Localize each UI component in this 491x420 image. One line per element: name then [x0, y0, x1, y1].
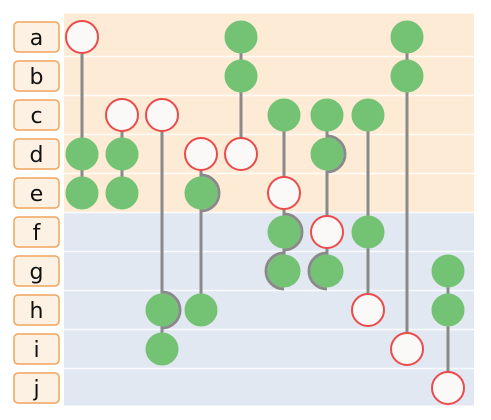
row-label-h: h — [14, 295, 59, 325]
filled-node-g — [311, 255, 343, 287]
open-node-h — [352, 294, 384, 326]
row-label-text: e — [30, 182, 44, 207]
row-label-f: f — [14, 217, 59, 247]
filled-node-f — [352, 216, 384, 248]
filled-node-a — [225, 21, 257, 53]
filled-node-h — [185, 294, 217, 326]
row-label-b: b — [14, 61, 59, 91]
filled-node-a — [391, 21, 423, 53]
bottom-group-band — [64, 213, 474, 406]
filled-node-e — [185, 177, 217, 209]
row-label-text: d — [30, 143, 44, 168]
filled-node-d — [66, 138, 98, 170]
filled-node-c — [311, 99, 343, 131]
row-label-text: c — [30, 104, 42, 129]
row-label-d: d — [14, 139, 59, 169]
row-label-i: i — [14, 334, 59, 364]
row-label-text: h — [30, 299, 44, 324]
row-label-text: b — [30, 65, 44, 90]
filled-node-d — [311, 138, 343, 170]
open-node-d — [225, 138, 257, 170]
row-label-g: g — [14, 256, 59, 286]
filled-node-d — [106, 138, 138, 170]
open-node-a — [66, 21, 98, 53]
row-label-e: e — [14, 178, 59, 208]
open-node-e — [268, 177, 300, 209]
filled-node-h — [432, 294, 464, 326]
row-label-a: a — [14, 22, 59, 52]
open-node-i — [391, 333, 423, 365]
filled-node-g — [432, 255, 464, 287]
filled-node-b — [391, 60, 423, 92]
row-label-text: a — [30, 26, 43, 51]
open-node-d — [185, 138, 217, 170]
filled-node-c — [352, 99, 384, 131]
filled-node-h — [146, 294, 178, 326]
row-label-text: i — [33, 338, 39, 363]
open-node-c — [106, 99, 138, 131]
filled-node-e — [66, 177, 98, 209]
filled-node-e — [106, 177, 138, 209]
row-label-j: j — [14, 373, 59, 403]
open-node-f — [311, 216, 343, 248]
filled-node-g — [268, 255, 300, 287]
open-node-c — [146, 99, 178, 131]
row-label-text: f — [33, 221, 42, 246]
filled-node-c — [268, 99, 300, 131]
filled-node-b — [225, 60, 257, 92]
row-label-text: g — [30, 260, 44, 285]
row-label-text: j — [32, 377, 39, 402]
row-label-c: c — [14, 100, 59, 130]
filled-node-f — [268, 216, 300, 248]
open-node-j — [432, 372, 464, 404]
filled-node-i — [146, 333, 178, 365]
